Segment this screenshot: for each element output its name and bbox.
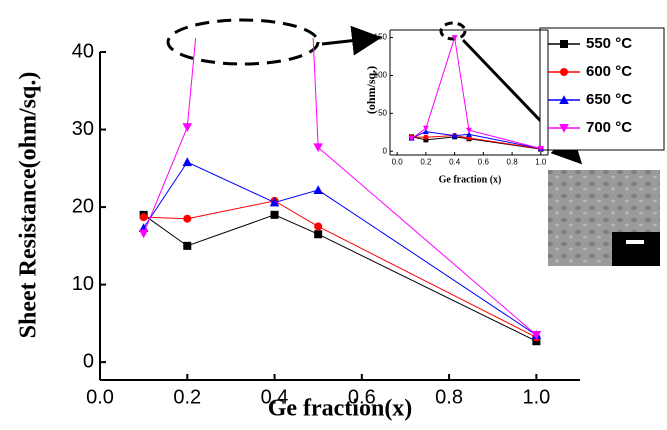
marker: [531, 331, 542, 340]
y-tick-label: 20: [72, 195, 94, 217]
legend-label: 550 °C: [586, 35, 632, 52]
marker: [466, 131, 472, 137]
x-tick-label: 0.8: [435, 386, 463, 408]
marker: [182, 157, 193, 167]
y-tick-label: 10: [72, 273, 94, 295]
marker: [466, 127, 472, 134]
y-tick-label: 100: [374, 71, 388, 80]
marker: [183, 214, 192, 223]
plot-area: [408, 35, 544, 152]
marker: [314, 222, 323, 231]
legend-label: 700 °C: [586, 119, 632, 136]
y-tick-label: 40: [72, 40, 94, 62]
legend-marker: [559, 124, 569, 133]
inset-x-axis-label: Ge fraction (x): [439, 174, 502, 185]
y-tick-label: 0: [83, 350, 94, 372]
y-tick-label: 150: [374, 33, 388, 42]
marker: [269, 197, 280, 207]
legend-marker: [560, 40, 568, 48]
legend-marker: [560, 68, 568, 76]
x-axis-label: Ge fraction(x): [268, 396, 413, 422]
marker: [313, 185, 323, 195]
inset-y-axis-label: (ohm/sq.): [364, 66, 378, 114]
x-tick-label: 0.0: [392, 157, 404, 166]
marker: [182, 123, 193, 133]
marker: [138, 229, 149, 239]
highlight-ellipse: [166, 18, 320, 66]
y-tick-label: 30: [72, 118, 94, 140]
sem-image: [548, 170, 660, 266]
x-tick-label: 1.0: [522, 386, 550, 408]
series-line: [143, 38, 537, 336]
marker: [139, 213, 148, 222]
series-line: [143, 214, 537, 342]
marker: [183, 241, 192, 250]
x-tick-label: 1.0: [535, 157, 547, 166]
legend-label: 650 °C: [586, 91, 632, 108]
highlight-ellipse: [439, 21, 467, 41]
y-tick-label: 0: [383, 146, 388, 155]
legend-label: 600 °C: [586, 63, 632, 80]
marker: [408, 136, 415, 142]
marker: [422, 125, 429, 132]
legend-box: [539, 27, 665, 151]
x-tick-label: 0.8: [507, 157, 519, 166]
y-tick-label: 50: [378, 108, 387, 117]
x-tick-label: 0.0: [86, 386, 114, 408]
marker: [270, 210, 279, 219]
x-tick-label: 0.4: [449, 157, 461, 166]
marker: [422, 128, 429, 135]
y-axis-label: Sheet Resistance(ohm/sq.): [16, 72, 42, 339]
x-tick-label: 0.2: [173, 386, 201, 408]
marker: [314, 230, 323, 239]
legend-marker: [559, 95, 569, 104]
marker: [537, 146, 544, 152]
marker: [313, 143, 323, 153]
x-tick-label: 0.6: [478, 157, 490, 166]
arrow: [321, 25, 382, 56]
marker: [451, 35, 458, 41]
marker: [423, 134, 429, 140]
series-line: [143, 200, 537, 338]
x-tick-label: 0.4: [261, 386, 289, 408]
marker: [451, 132, 458, 139]
marker: [423, 137, 429, 143]
x-tick-label: 0.2: [420, 157, 432, 166]
series-line: [143, 161, 537, 336]
plot-area: [138, 38, 542, 346]
x-tick-label: 0.6: [348, 386, 376, 408]
